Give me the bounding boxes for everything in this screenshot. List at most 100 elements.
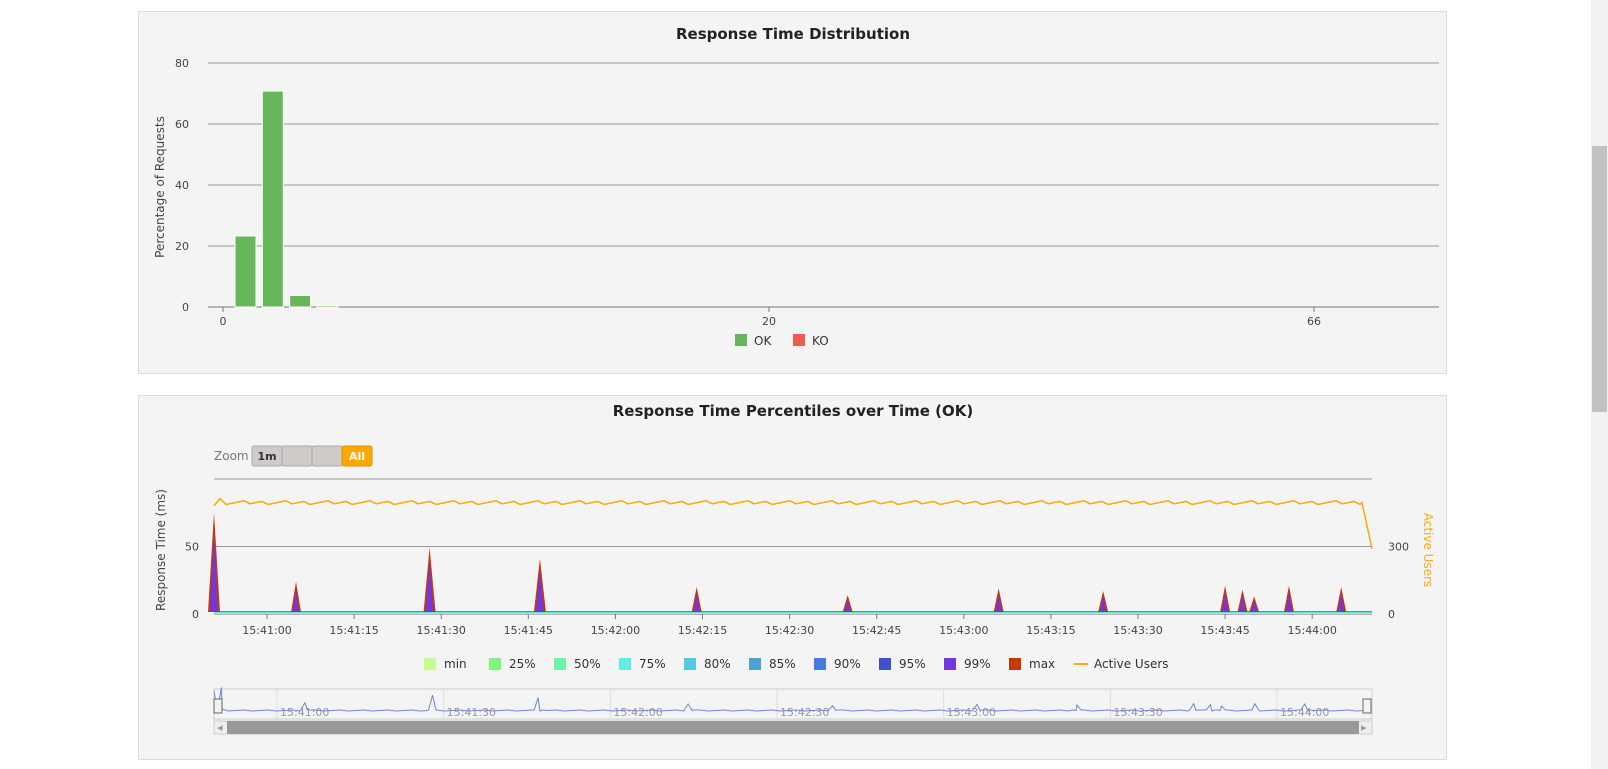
- x-tick-label: 20: [762, 315, 776, 328]
- navigator-plot: [213, 688, 1373, 720]
- legend-item-50pct[interactable]: 50%: [554, 657, 601, 671]
- scrollbar-thumb[interactable]: [1592, 146, 1607, 412]
- y-tick-label: 0: [192, 608, 199, 621]
- x-tick-label: 15:43:45: [1200, 624, 1249, 637]
- navigator-tick-label: 15:42:30: [780, 706, 829, 719]
- bar-ok[interactable]: [234, 235, 257, 308]
- page-scrollbar[interactable]: [1591, 0, 1608, 769]
- spike-p99: [1239, 594, 1246, 612]
- x-tick-label: 15:42:15: [678, 624, 727, 637]
- y-tick-label: 0: [182, 301, 189, 314]
- legend-label: Active Users: [1094, 657, 1169, 671]
- x-tick-label: 15:43:30: [1113, 624, 1162, 637]
- y-tick-label: 40: [175, 179, 189, 192]
- legend-label: min: [444, 657, 467, 671]
- navigator-tick-label: 15:41:30: [447, 706, 496, 719]
- legend-label: 75%: [639, 657, 666, 671]
- active-users-line: [213, 497, 1373, 549]
- legend-swatch: [749, 658, 761, 670]
- spike-p99: [1100, 595, 1107, 612]
- bar-ok[interactable]: [261, 90, 284, 308]
- response-time-distribution-panel: Response Time Distribution 0 20 40 60 80 0 20…: [138, 11, 1447, 374]
- navigator-tick-label: 15:41:00: [280, 706, 329, 719]
- spike-p99: [1251, 599, 1258, 612]
- y-tick-label: 20: [175, 240, 189, 253]
- legend-label: 99%: [964, 657, 991, 671]
- legend-swatch: [684, 658, 696, 670]
- x-tick-label: 15:44:00: [1287, 624, 1336, 637]
- zoom-button-label: All: [349, 450, 365, 463]
- legend-swatch: [879, 658, 891, 670]
- legend-swatch: [489, 658, 501, 670]
- legend-item-25pct[interactable]: 25%: [489, 657, 536, 671]
- legend-label: OK: [754, 334, 772, 348]
- legend-label: 95%: [899, 657, 926, 671]
- legend-item-ko[interactable]: KO: [793, 334, 829, 348]
- navigator-handle-right[interactable]: [1362, 698, 1372, 714]
- spike-p99: [995, 592, 1002, 612]
- legend-item-75pct[interactable]: 75%: [619, 657, 666, 671]
- legend-label: max: [1029, 657, 1055, 671]
- navigator-tick-label: 15:43:30: [1113, 706, 1162, 719]
- legend-item-max[interactable]: max: [1009, 657, 1055, 671]
- y-axis-label: Response Time (ms): [154, 489, 168, 611]
- y-tick-label: 60: [175, 118, 189, 131]
- navigator-scrollbar-thumb[interactable]: [227, 721, 1359, 734]
- x-tick-label: 15:42:30: [765, 624, 814, 637]
- area-25pct: [214, 613, 1372, 614]
- spike-p99: [425, 559, 434, 612]
- legend-label: 80%: [704, 657, 731, 671]
- legend-label: 25%: [509, 657, 536, 671]
- x-tick-label: 66: [1307, 315, 1321, 328]
- navigator-scroll-left-icon[interactable]: ◂: [217, 721, 223, 734]
- zoom-button-all[interactable]: All: [341, 445, 373, 467]
- x-tick-label: 15:43:00: [939, 624, 988, 637]
- legend-label: KO: [812, 334, 829, 348]
- navigator-tick-label: 15:43:00: [947, 706, 996, 719]
- zoom-button-bg: [311, 445, 343, 467]
- legend-item-min[interactable]: min: [424, 657, 467, 671]
- navigator-tick-label: 15:44:00: [1280, 706, 1329, 719]
- zoom-button-range-2[interactable]: [311, 445, 343, 467]
- x-tick-label: 0: [220, 315, 227, 328]
- zoom-button-range-1[interactable]: [281, 445, 313, 467]
- legend-item-active-users[interactable]: Active Users: [1074, 657, 1169, 671]
- legend-swatch: [554, 658, 566, 670]
- legend-item-95pct[interactable]: 95%: [879, 657, 926, 671]
- spike-p99: [844, 598, 851, 612]
- y-tick-label: 80: [175, 57, 189, 70]
- legend-item-90pct[interactable]: 90%: [814, 657, 861, 671]
- navigator-tick-label: 15:42:00: [613, 706, 662, 719]
- time-navigator[interactable]: 15:41:00 15:41:30 15:42:00 15:42:30 15:43:00…: [213, 687, 1373, 735]
- x-tick-label: 15:42:45: [852, 624, 901, 637]
- navigator-series: [213, 687, 1365, 712]
- legend-swatch: [814, 658, 826, 670]
- spike-p99: [1338, 591, 1345, 612]
- legend-item-ok[interactable]: OK: [735, 334, 772, 348]
- zoom-button-1m[interactable]: 1m: [251, 445, 283, 467]
- legend-swatch: [1009, 658, 1021, 670]
- legend-item-99pct[interactable]: 99%: [944, 657, 991, 671]
- x-tick-label: 15:42:00: [591, 624, 640, 637]
- zoom-label: Zoom: [214, 449, 249, 463]
- x-tick-label: 15:41:15: [329, 624, 378, 637]
- bar-ok[interactable]: [289, 294, 312, 308]
- spike-p99: [693, 591, 700, 612]
- legend-swatch: [424, 658, 436, 670]
- distribution-chart: Response Time Distribution 0 20 40 60 80 0 20…: [153, 25, 1439, 348]
- chart-title: Response Time Percentiles over Time (OK): [613, 402, 974, 420]
- legend-item-85pct[interactable]: 85%: [749, 657, 796, 671]
- spike-p99: [535, 568, 544, 612]
- spike-p99: [1222, 590, 1229, 612]
- legend-label: 90%: [834, 657, 861, 671]
- legend-label: 85%: [769, 657, 796, 671]
- percentiles-chart: Response Time Percentiles over Time (OK)…: [154, 402, 1435, 735]
- bar-ok[interactable]: [316, 304, 339, 308]
- y-tick-label: 50: [185, 541, 199, 554]
- legend-item-80pct[interactable]: 80%: [684, 657, 731, 671]
- x-tick-label: 15:41:30: [416, 624, 465, 637]
- navigator-handle-left[interactable]: [213, 698, 223, 714]
- navigator-scroll-right-icon[interactable]: ▸: [1361, 721, 1367, 734]
- y2-tick-label: 300: [1388, 541, 1409, 554]
- legend-swatch: [619, 658, 631, 670]
